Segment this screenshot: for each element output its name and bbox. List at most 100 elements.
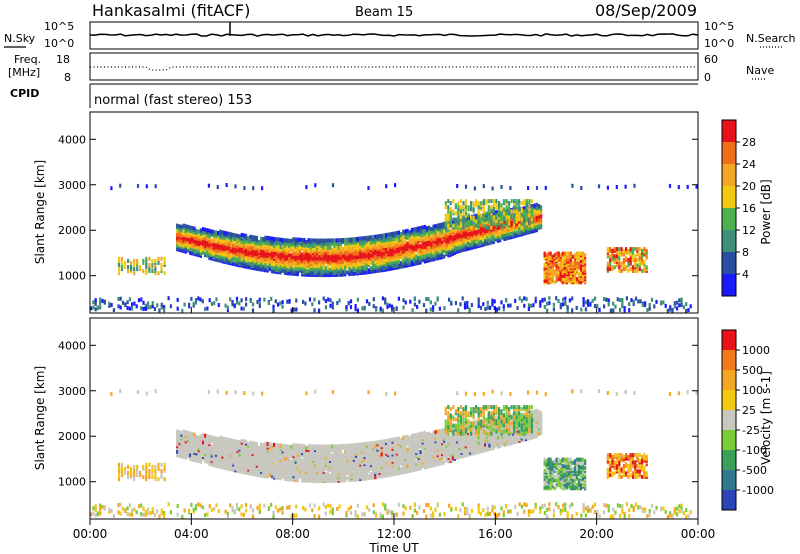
velocity-cell [598, 513, 601, 518]
power-cell [634, 254, 637, 259]
power-cell [94, 307, 97, 312]
velocity-cell [180, 430, 183, 435]
power-cell [482, 213, 485, 218]
power-cell [357, 236, 360, 241]
power-cell [607, 298, 610, 303]
power-cell [387, 232, 390, 237]
power-cell [482, 302, 485, 307]
power-cell [631, 254, 635, 259]
power-cell [444, 213, 447, 218]
power-cell [567, 270, 570, 275]
power-cell [490, 199, 493, 204]
power-cell [500, 300, 503, 305]
power-cell [641, 303, 644, 308]
power-cell [622, 258, 625, 262]
power-cell [462, 215, 465, 220]
velocity-cell [245, 503, 248, 508]
velocity-cell [131, 512, 134, 517]
power-cell [520, 221, 523, 226]
power-cell [400, 261, 403, 266]
velocity-cell [634, 502, 638, 507]
velocity-cell [240, 438, 243, 443]
velocity-cell [208, 504, 211, 509]
power-cell [487, 219, 490, 224]
power-cell [459, 215, 463, 220]
velocity-cell [191, 432, 194, 436]
power-cell [618, 265, 621, 270]
power-cell [625, 247, 628, 252]
power-cell [660, 300, 663, 305]
velocity-cell [277, 508, 280, 513]
velocity-cell [621, 506, 624, 511]
velocity-cell [568, 504, 571, 509]
velocity-cell [562, 508, 565, 513]
power-cell [189, 225, 192, 230]
power-cell [406, 232, 409, 237]
power-cell [421, 225, 424, 230]
velocity-cell [673, 507, 676, 512]
power-cell [99, 305, 102, 310]
velocity-cell [463, 509, 467, 513]
power-cell [533, 212, 536, 217]
power-cell [444, 217, 447, 222]
power-cell [527, 210, 530, 215]
power-cell [539, 300, 542, 305]
power-cell [636, 263, 639, 268]
power-cell [482, 209, 485, 214]
power-cell [210, 238, 213, 243]
power-cell [169, 304, 172, 309]
power-cell [497, 201, 501, 206]
power-cell [477, 297, 480, 302]
power-cell [229, 297, 232, 302]
nave-label: Nave [746, 64, 774, 77]
velocity-cell [381, 514, 384, 519]
velocity-cell [313, 503, 316, 508]
velocity-cell [204, 433, 207, 438]
power-cell [327, 297, 330, 302]
power-cell [552, 302, 555, 307]
power-cell [530, 303, 533, 308]
velocity-cell [253, 452, 256, 457]
power-cell [404, 243, 407, 248]
velocity-cell [680, 506, 683, 511]
velocity-cell [589, 508, 592, 513]
velocity-cell [434, 507, 437, 512]
power-cell [301, 256, 304, 261]
velocity-cell [375, 513, 378, 518]
power-cell [520, 201, 523, 206]
power-cell [537, 214, 541, 219]
power-cell [295, 307, 298, 312]
power-cell [194, 298, 198, 303]
power-cell [611, 252, 614, 257]
freq-tick-right-low: 0 [704, 71, 711, 84]
power-cell [523, 199, 526, 204]
power-cell [251, 302, 255, 307]
power-cell [189, 247, 192, 252]
power-cell [204, 236, 207, 241]
power-cell [573, 259, 577, 264]
power-cell [549, 251, 552, 256]
power-cell [464, 221, 468, 226]
power-cell [133, 258, 136, 263]
power-cell [247, 256, 250, 261]
power-cell [432, 224, 435, 229]
velocity-cell [195, 435, 198, 439]
power-cell [543, 262, 546, 267]
power-cell [606, 247, 609, 252]
power-cell [515, 209, 518, 214]
velocity-cell [552, 508, 555, 513]
power-cell [480, 207, 483, 212]
velocity-cell [204, 513, 207, 518]
velocity-cell [514, 504, 517, 509]
power-cell [596, 303, 599, 308]
power-cell [547, 278, 550, 283]
power-cell [372, 260, 375, 265]
power-cell [547, 251, 550, 256]
power-cell [492, 203, 495, 208]
power-cell [677, 185, 680, 190]
power-cell [305, 185, 308, 190]
velocity-cell [564, 502, 567, 507]
velocity-cell [189, 456, 192, 461]
power-cell [490, 215, 493, 220]
power-cell [389, 257, 392, 262]
